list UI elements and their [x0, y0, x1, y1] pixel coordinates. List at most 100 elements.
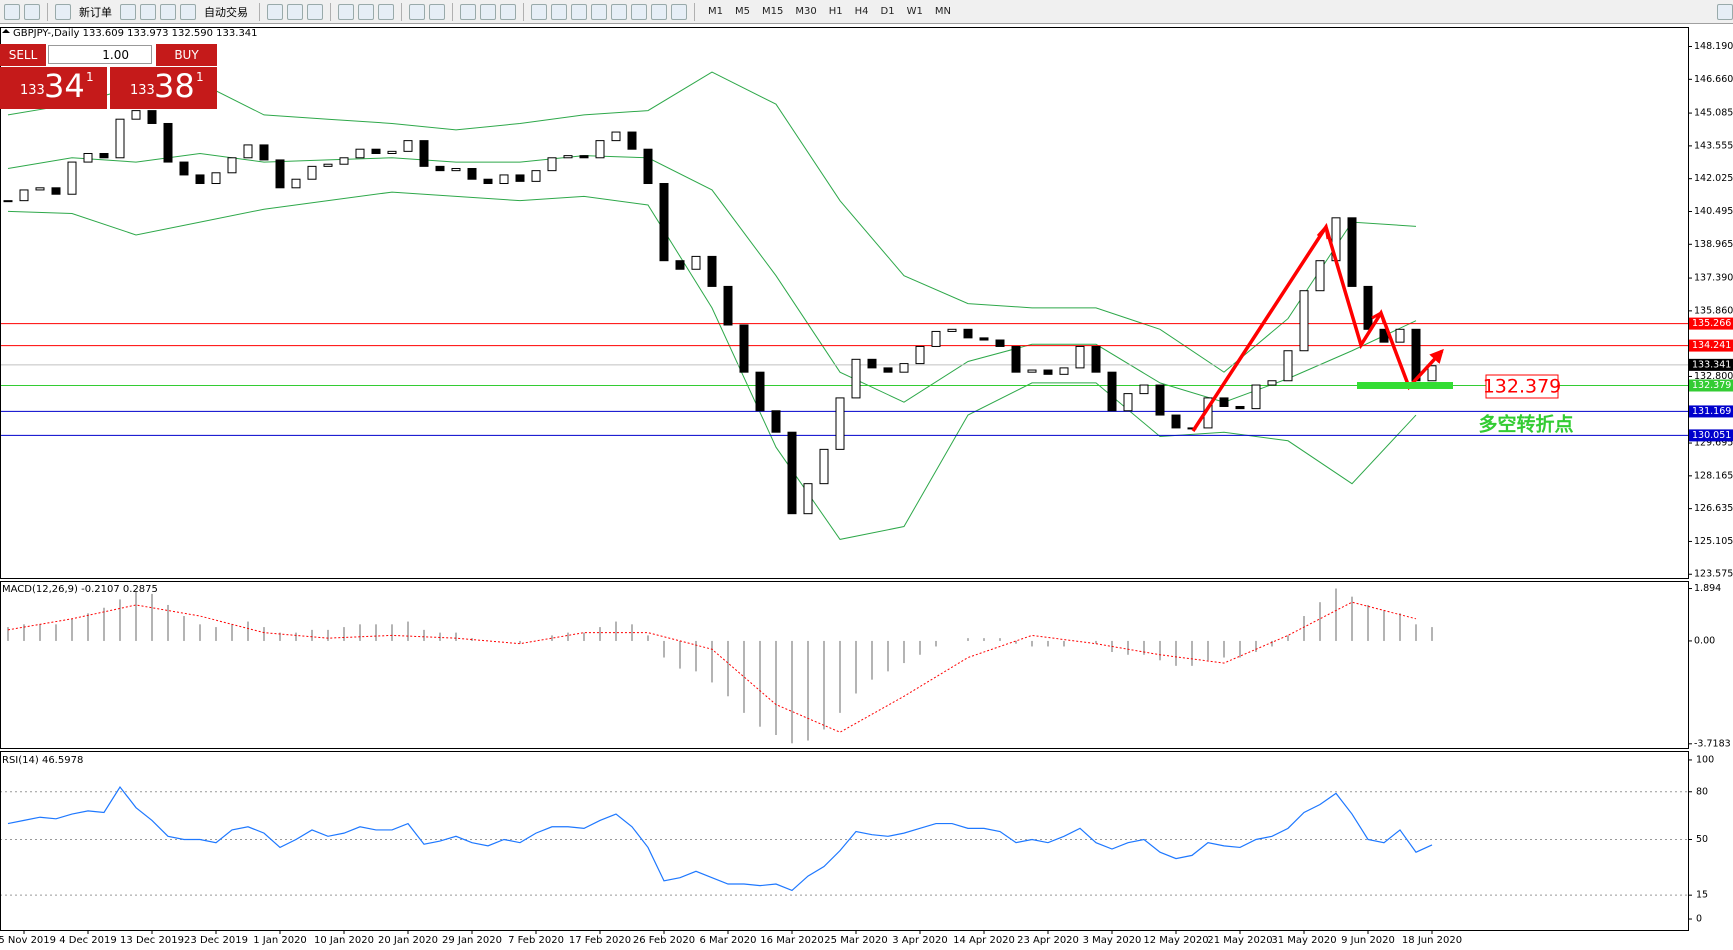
- candle: [179, 161, 189, 176]
- candle: [1251, 384, 1261, 410]
- icon[interactable]: [460, 3, 476, 20]
- x-tick-label: 12 May 2020: [1143, 935, 1208, 946]
- icon[interactable]: [358, 3, 374, 20]
- x-tick-label: 20 Jan 2020: [378, 935, 438, 946]
- candle: [803, 483, 813, 515]
- candle: [83, 152, 93, 163]
- price-level-label: 132.379: [1692, 380, 1731, 391]
- price-level-tag: [1689, 339, 1733, 352]
- candle: [115, 118, 125, 159]
- x-tick-label: 16 Mar 2020: [760, 935, 823, 946]
- candle: [1395, 328, 1405, 343]
- period-button[interactable]: D1: [880, 6, 895, 17]
- price-big: 34: [44, 67, 85, 105]
- x-tick-label: 26 Feb 2020: [633, 935, 695, 946]
- lots-input[interactable]: 1.00: [48, 45, 152, 64]
- icon[interactable]: [429, 3, 445, 20]
- price-sup: 1: [86, 70, 94, 84]
- candle: [307, 165, 317, 180]
- y-tick-label: 0: [1696, 914, 1702, 925]
- period-button[interactable]: M30: [795, 6, 817, 17]
- icon[interactable]: [551, 3, 567, 20]
- candle: [931, 330, 941, 347]
- icon[interactable]: [55, 3, 71, 20]
- x-tick-label: 23 Dec 2019: [184, 935, 248, 946]
- candle: [1171, 414, 1181, 429]
- x-tick-label: 14 Apr 2020: [953, 935, 1015, 946]
- candle: [595, 140, 605, 159]
- icon[interactable]: [480, 3, 496, 20]
- y-tick-label: 1.894: [1694, 583, 1721, 594]
- x-tick-label: 1 Jan 2020: [253, 935, 307, 946]
- period-button[interactable]: W1: [906, 6, 923, 17]
- icon[interactable]: [120, 3, 136, 20]
- separator: [523, 2, 524, 21]
- y-tick-label: 123.575: [1694, 569, 1733, 580]
- candle: [99, 152, 109, 159]
- new-order-button[interactable]: 新订单: [79, 5, 112, 19]
- candle: [579, 155, 589, 159]
- candle: [355, 148, 365, 159]
- period-button[interactable]: H4: [854, 6, 869, 17]
- candle: [483, 178, 493, 185]
- turning-point-label: 多空转折点: [1478, 413, 1573, 436]
- icon[interactable]: [409, 3, 425, 20]
- icon[interactable]: [531, 3, 547, 20]
- candle: [1155, 384, 1165, 416]
- price-sup: 1: [196, 70, 204, 84]
- y-tick-label: 143.555: [1694, 140, 1733, 151]
- icon[interactable]: [287, 3, 303, 20]
- rsi-frame: [0, 751, 1689, 931]
- price-level-label: 130.051: [1692, 430, 1731, 441]
- price-level-tag: [1689, 429, 1733, 442]
- collapse-icon[interactable]: [2, 29, 10, 33]
- candle: [1283, 350, 1293, 382]
- buy-price[interactable]: 133 38 1: [110, 67, 217, 109]
- icon[interactable]: [571, 3, 587, 20]
- candle: [1267, 380, 1277, 386]
- period-button[interactable]: M1: [708, 6, 723, 17]
- icon[interactable]: [4, 3, 20, 20]
- icon[interactable]: [611, 3, 627, 20]
- icon[interactable]: [140, 3, 156, 20]
- auto-trading-button[interactable]: 自动交易: [204, 5, 248, 19]
- sell-button[interactable]: SELL: [0, 44, 46, 66]
- period-button[interactable]: M5: [735, 6, 750, 17]
- candle: [835, 397, 845, 450]
- icon[interactable]: [338, 3, 354, 20]
- separator: [330, 2, 331, 21]
- candle: [787, 431, 797, 515]
- candle: [1107, 371, 1117, 412]
- price-level-label: 131.169: [1692, 406, 1731, 417]
- icon[interactable]: [24, 3, 40, 20]
- candle: [147, 110, 157, 124]
- icon[interactable]: [267, 3, 283, 20]
- separator: [694, 2, 695, 21]
- trend-arrow: [1191, 222, 1444, 432]
- icon[interactable]: [160, 3, 176, 20]
- icon[interactable]: [651, 3, 667, 20]
- candle: [1139, 384, 1149, 395]
- icon[interactable]: [631, 3, 647, 20]
- candle: [339, 157, 349, 165]
- candle: [547, 157, 557, 172]
- icon[interactable]: [671, 3, 687, 20]
- price-level-label: 133.341: [1692, 359, 1731, 370]
- icon[interactable]: [307, 3, 323, 20]
- icon[interactable]: [180, 3, 196, 20]
- candle: [515, 174, 525, 182]
- y-tick-label: 145.085: [1694, 108, 1733, 119]
- candle: [211, 172, 221, 185]
- x-tick-label: 25 Mar 2020: [824, 935, 887, 946]
- period-button[interactable]: MN: [934, 6, 951, 17]
- period-button[interactable]: H1: [828, 6, 843, 17]
- icon[interactable]: [591, 3, 607, 20]
- period-button[interactable]: M15: [762, 6, 784, 17]
- y-tick-label: 137.390: [1694, 273, 1733, 284]
- icon[interactable]: [378, 3, 394, 20]
- sell-price[interactable]: 133 34 1: [0, 67, 107, 109]
- icon[interactable]: [500, 3, 516, 20]
- macd-panel: 1.894 0.00 -3.7183: [7, 583, 1731, 749]
- buy-button[interactable]: BUY: [156, 44, 217, 66]
